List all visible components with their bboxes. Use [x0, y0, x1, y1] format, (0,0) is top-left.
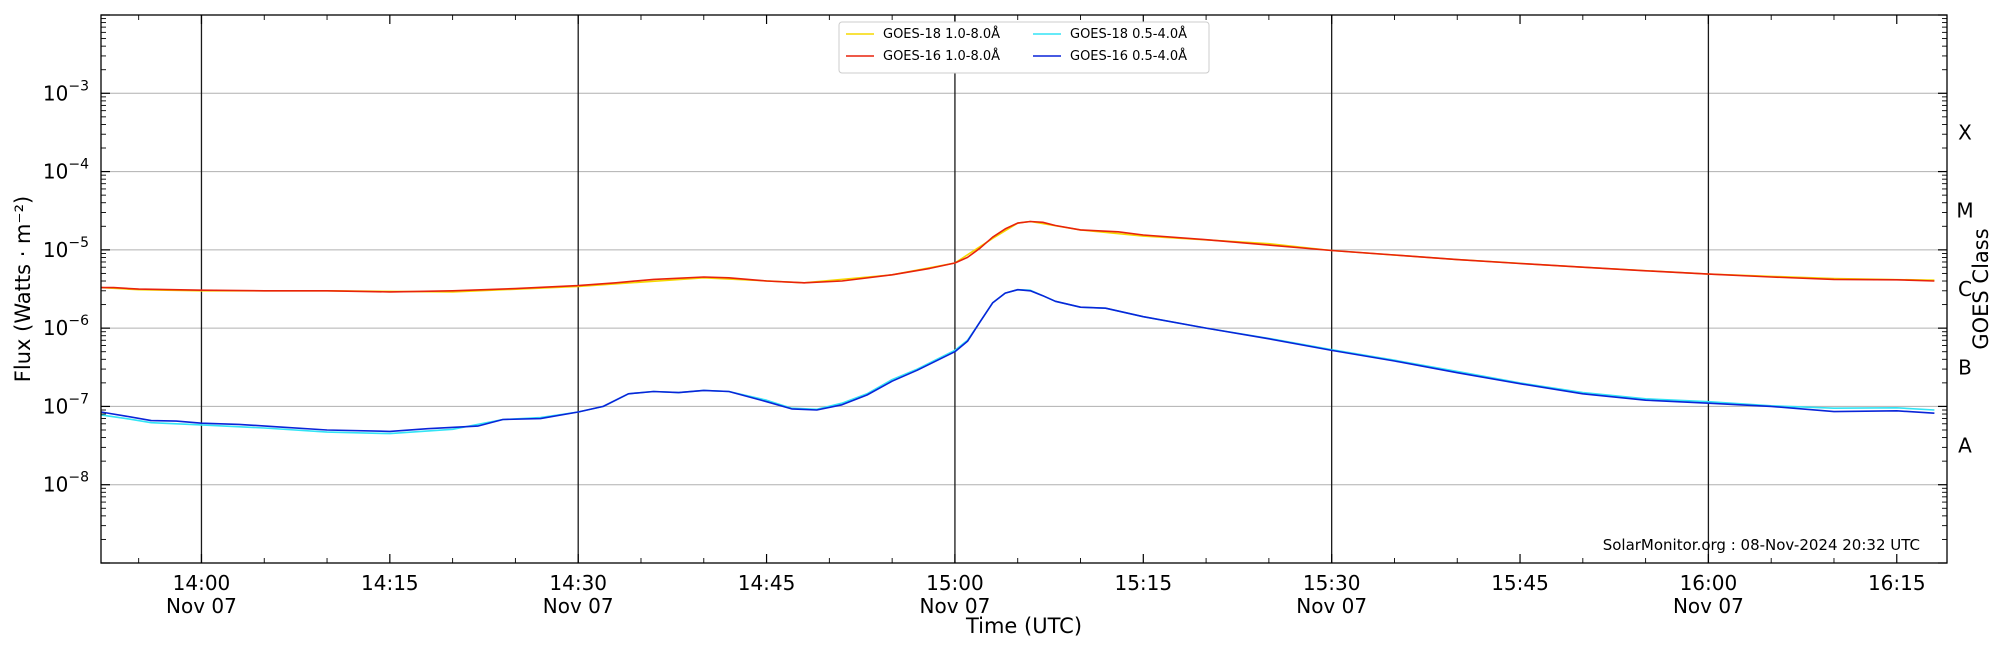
y-tick-exponent: −4 [68, 157, 89, 173]
y-tick-label: 10−6 [43, 313, 89, 340]
x-tick-label: 14:30 [549, 571, 607, 595]
y-tick-base: 10 [43, 238, 68, 262]
goes-class-label: X [1958, 120, 1972, 144]
x-axis-title: Time (UTC) [965, 614, 1082, 638]
y-tick-base: 10 [43, 160, 68, 184]
plot-frame [100, 14, 1948, 564]
x-tick-label: 16:15 [1868, 571, 1926, 595]
x-tick-date: Nov 07 [920, 594, 991, 618]
legend-label: GOES-16 1.0-8.0Å [883, 48, 1000, 64]
y-tick-exponent: −5 [68, 235, 89, 251]
goes-class-labels: A B C M X [1956, 120, 1973, 457]
x-tick-label: 15:15 [1114, 571, 1172, 595]
series-layer [100, 220, 1935, 435]
series-line-3 [100, 288, 1935, 433]
legend-label: GOES-18 0.5-4.0Å [1070, 26, 1187, 42]
y-tick-label: 10−7 [43, 391, 89, 418]
time-marker-lines [200, 15, 1710, 563]
x-tick-label: 14:15 [361, 571, 419, 595]
goes-class-label: M [1956, 199, 1973, 223]
goes-class-label: C [1958, 277, 1972, 301]
credit-text: SolarMonitor.org : 08-Nov-2024 20:32 UTC [1603, 536, 1920, 554]
y-tick-base: 10 [43, 473, 68, 497]
grid-layer [101, 92, 1947, 486]
y-tick-label: 10−3 [43, 78, 89, 105]
y-tick-label: 10−8 [43, 470, 89, 497]
legend-label: GOES-18 1.0-8.0Å [883, 26, 1000, 42]
legend: GOES-18 1.0-8.0Å GOES-16 1.0-8.0Å GOES-18 … [838, 21, 1210, 74]
x-tick-label: 14:45 [738, 571, 796, 595]
x-tick-label: 15:30 [1303, 571, 1361, 595]
x-tick-date: Nov 07 [166, 594, 237, 618]
y-tick-label: 10−4 [43, 157, 89, 184]
legend-label: GOES-16 0.5-4.0Å [1070, 48, 1187, 64]
y-tick-exponent: −8 [68, 470, 89, 486]
y-tick-exponent: −6 [68, 313, 89, 329]
y2-axis-title: GOES Class [1969, 228, 1993, 349]
legend-box [838, 21, 1210, 74]
y-tick-label: 10−5 [43, 235, 89, 262]
x-tick-date: Nov 07 [543, 594, 614, 618]
y-tick-base: 10 [43, 316, 68, 340]
x-tick-label: 16:00 [1680, 571, 1738, 595]
y-tick-exponent: −3 [68, 78, 89, 94]
x-tick-label: 14:00 [173, 571, 231, 595]
goes-class-label: A [1958, 434, 1972, 458]
x-tick-label: 15:00 [926, 571, 984, 595]
goes-class-label: B [1958, 355, 1972, 379]
y-tick-base: 10 [43, 394, 68, 418]
x-tick-label: 15:45 [1491, 571, 1549, 595]
y-tick-exponent: −7 [68, 391, 89, 407]
series-line-1 [101, 220, 1935, 293]
y-axis-title: Flux (Watts · m⁻²) [11, 196, 35, 382]
y-tick-base: 10 [43, 81, 68, 105]
x-tick-date: Nov 07 [1296, 594, 1367, 618]
x-tick-date: Nov 07 [1673, 594, 1744, 618]
